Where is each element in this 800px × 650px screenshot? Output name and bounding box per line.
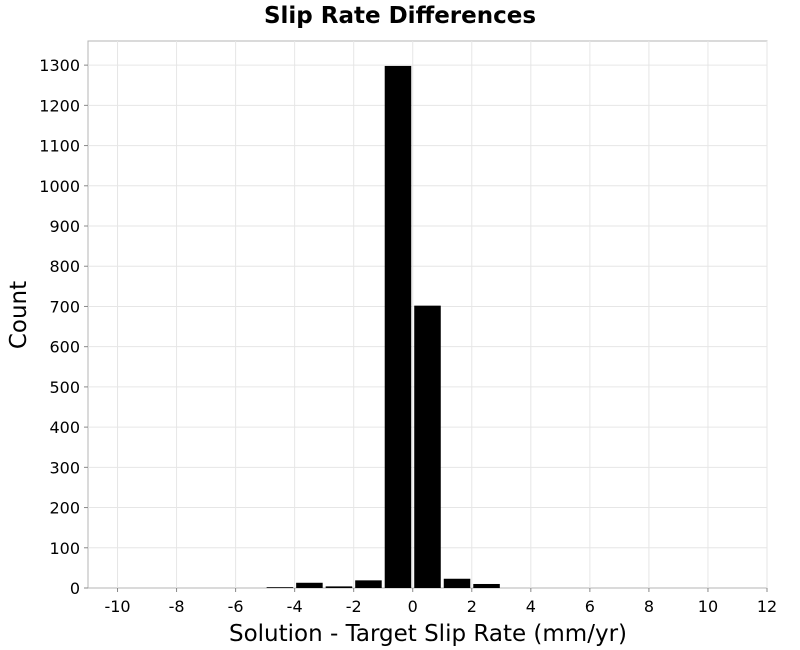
histogram-bar: [325, 586, 353, 588]
y-tick-label: 600: [49, 338, 80, 357]
x-tick-label: -6: [228, 597, 244, 616]
y-tick-label: 500: [49, 378, 80, 397]
chart-title: Slip Rate Differences: [264, 3, 536, 29]
y-tick-label: 1100: [39, 137, 80, 156]
y-tick-label: 900: [49, 217, 80, 236]
histogram-bar: [266, 587, 294, 588]
y-tick-label: 1000: [39, 177, 80, 196]
y-tick-label: 800: [49, 257, 80, 276]
y-tick-label: 400: [49, 418, 80, 437]
x-axis-label: Solution - Target Slip Rate (mm/yr): [229, 621, 627, 647]
y-tick-label: 300: [49, 458, 80, 477]
x-tick-label: -4: [287, 597, 303, 616]
x-tick-label: 12: [757, 597, 777, 616]
histogram-bar: [355, 580, 382, 588]
y-tick-label: 1200: [39, 96, 80, 115]
y-axis-label: Count: [6, 281, 32, 349]
x-tick-label: 2: [467, 597, 477, 616]
histogram-bar: [414, 305, 441, 588]
bars: [266, 65, 500, 588]
histogram-bar: [443, 578, 471, 588]
x-axis-tick-labels: -10 -8 -6 -4 -2 0 2 4 6 8 10 12: [104, 597, 777, 616]
y-tick-label: 0: [70, 579, 80, 598]
x-tick-label: 10: [698, 597, 718, 616]
x-tick-label: 6: [585, 597, 595, 616]
y-tick-label: 700: [49, 297, 80, 316]
histogram-bar: [473, 583, 500, 588]
x-tick-label: -2: [346, 597, 362, 616]
histogram-bar: [296, 582, 323, 588]
y-tick-label: 1300: [39, 56, 80, 75]
x-tick-label: 4: [526, 597, 536, 616]
x-tick-label: -8: [169, 597, 185, 616]
y-tick-label: 100: [49, 539, 80, 558]
y-axis-tick-labels: 0 100 200 300 400 500 600 700 800 900 1000 1100 1200…: [39, 56, 80, 598]
x-tick-label: 0: [408, 597, 418, 616]
tick-marks: [84, 64, 768, 592]
x-tick-label: -10: [104, 597, 130, 616]
y-tick-label: 200: [49, 499, 80, 518]
x-tick-label: 8: [644, 597, 654, 616]
histogram-bar: [384, 65, 412, 588]
